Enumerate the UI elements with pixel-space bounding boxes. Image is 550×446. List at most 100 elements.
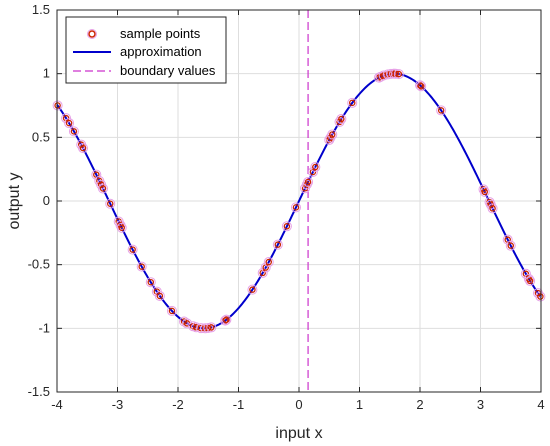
y-ticks: -1.5 -1 -0.5 0 0.5 1 1.5 bbox=[28, 2, 541, 399]
legend-sample-label: sample points bbox=[120, 26, 201, 41]
sample-point-halo bbox=[487, 203, 498, 214]
sample-point bbox=[522, 270, 530, 278]
sample-point bbox=[201, 325, 209, 332]
sample-point-halo bbox=[390, 68, 401, 79]
sample-point-halo bbox=[479, 186, 490, 197]
sample-point-halo bbox=[393, 69, 404, 80]
sample-point bbox=[79, 144, 87, 152]
sample-point bbox=[395, 70, 403, 78]
approximation-curve-group bbox=[56, 72, 542, 330]
sample-point bbox=[77, 141, 85, 148]
sample-point-halo bbox=[303, 176, 314, 187]
x-axis-label: input x bbox=[275, 425, 322, 442]
sample-point bbox=[526, 277, 534, 285]
legend-sample-marker bbox=[88, 30, 96, 38]
sample-point-halo bbox=[247, 284, 258, 295]
sample-point bbox=[348, 99, 356, 107]
sample-point bbox=[507, 242, 514, 249]
y-tick-label: 0.5 bbox=[32, 129, 50, 144]
x-tick-label: 4 bbox=[537, 397, 544, 412]
legend-sample-halo bbox=[87, 29, 97, 39]
sample-point bbox=[168, 307, 176, 315]
y-tick-label: -1 bbox=[38, 320, 50, 335]
sample-point bbox=[437, 107, 445, 114]
sample-point bbox=[138, 263, 145, 270]
approximation-line bbox=[56, 72, 542, 330]
sample-point-halo bbox=[220, 315, 231, 326]
sample-point-halo bbox=[535, 291, 546, 302]
sample-point bbox=[223, 316, 230, 323]
x-tick-label: -2 bbox=[172, 397, 184, 412]
sample-point bbox=[54, 102, 61, 109]
sample-point-halo bbox=[78, 143, 89, 154]
sample-point bbox=[327, 134, 334, 141]
sample-point-halo bbox=[200, 323, 211, 334]
sample-point bbox=[292, 204, 300, 211]
sample-point-halo bbox=[182, 318, 193, 329]
sample-point-halo bbox=[91, 169, 102, 180]
sample-point bbox=[329, 131, 336, 138]
sample-point-halo bbox=[64, 118, 75, 129]
y-tick-label: -0.5 bbox=[28, 257, 50, 272]
sample-point-halo bbox=[105, 198, 116, 209]
sample-point-halo bbox=[416, 81, 427, 92]
sample-point-halo bbox=[415, 80, 425, 91]
sample-point bbox=[65, 119, 73, 127]
sample-point bbox=[147, 278, 155, 286]
sample-point-halo bbox=[97, 183, 108, 194]
sample-point bbox=[106, 200, 114, 207]
sample-point-halo bbox=[145, 277, 156, 288]
sample-point bbox=[249, 286, 256, 293]
sample-point-halo bbox=[68, 126, 79, 137]
y-tick-label: 1 bbox=[43, 66, 50, 81]
sample-point bbox=[70, 128, 78, 135]
sample-point bbox=[262, 264, 269, 271]
sample-point bbox=[416, 81, 424, 89]
sample-point-halo bbox=[154, 290, 165, 301]
x-tick-label: 1 bbox=[356, 397, 363, 412]
sample-point-halo bbox=[525, 275, 536, 286]
y-axis-label: output y bbox=[6, 173, 23, 230]
y-tick-label: 1.5 bbox=[32, 2, 50, 17]
x-tick-label: -4 bbox=[51, 397, 63, 412]
sample-point-halo bbox=[385, 68, 396, 79]
sample-point-halo bbox=[505, 240, 516, 251]
sample-point-halo bbox=[382, 69, 393, 80]
sample-point bbox=[208, 324, 215, 331]
sample-point-halo bbox=[136, 261, 147, 272]
sample-point-halo bbox=[127, 244, 138, 255]
sample-point-halo bbox=[221, 314, 232, 325]
sample-point-halo bbox=[52, 100, 63, 111]
sample-point bbox=[265, 258, 272, 266]
sample-points-group bbox=[52, 68, 546, 334]
sample-point bbox=[304, 178, 312, 186]
sample-point-halo bbox=[502, 234, 513, 245]
x-tick-label: 0 bbox=[295, 397, 302, 412]
x-tick-label: 2 bbox=[416, 397, 423, 412]
sample-point bbox=[129, 246, 136, 253]
sample-point-halo bbox=[206, 322, 217, 333]
sample-point-halo bbox=[327, 129, 338, 140]
sample-point bbox=[274, 241, 282, 248]
legend-approx-label: approximation bbox=[120, 44, 202, 59]
legend-box bbox=[65, 16, 227, 84]
sample-point-halo bbox=[272, 239, 283, 250]
sample-point-halo bbox=[281, 221, 292, 232]
x-tick-label: -1 bbox=[233, 397, 245, 412]
x-ticks: -4 -3 -2 -1 0 1 2 3 4 bbox=[51, 10, 545, 412]
sample-point-halo bbox=[436, 105, 447, 116]
legend: sample points approximation boundary val… bbox=[65, 16, 227, 84]
y-tick-label: 0 bbox=[43, 193, 50, 208]
sample-point-halo bbox=[290, 202, 301, 213]
sample-point-halo bbox=[263, 257, 274, 268]
sample-point-halo bbox=[166, 305, 177, 316]
legend-boundary-label: boundary values bbox=[120, 63, 216, 78]
sample-point bbox=[537, 293, 544, 300]
sample-point-halo bbox=[336, 113, 347, 124]
sample-point bbox=[283, 223, 291, 230]
sample-point bbox=[481, 188, 488, 196]
sample-point bbox=[392, 70, 400, 77]
sample-point-halo bbox=[310, 162, 321, 173]
sample-point bbox=[312, 163, 319, 171]
